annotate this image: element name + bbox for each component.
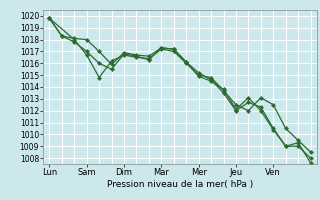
X-axis label: Pression niveau de la mer( hPa ): Pression niveau de la mer( hPa ) bbox=[107, 180, 253, 189]
